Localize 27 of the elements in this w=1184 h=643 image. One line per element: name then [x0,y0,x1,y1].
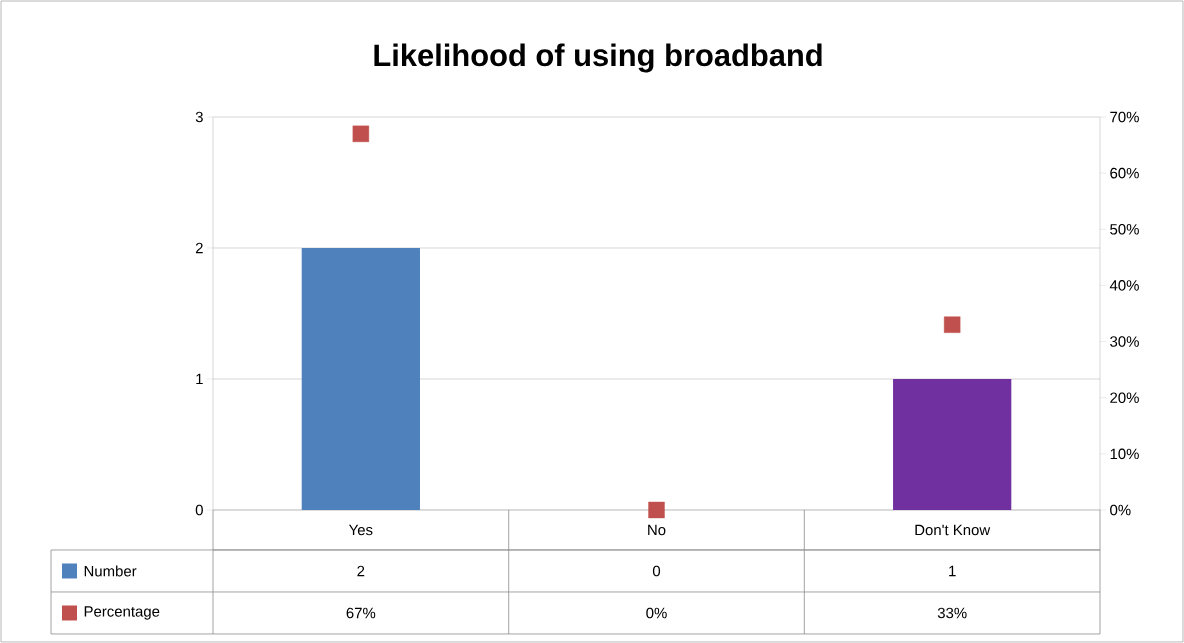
x-tick-label: Don't Know [915,524,991,536]
y2-tick-label: 20% [1110,392,1139,403]
y2-tick-label: 10% [1110,448,1139,460]
y2-tick-label: 0% [1110,504,1131,516]
x-tick-label: No [648,524,666,536]
data-label: 33% [937,607,967,619]
y-tick-label: 0 [195,504,203,516]
y2-tick-label: 40% [1109,280,1139,291]
y2-tick-label: 70% [1110,111,1139,123]
chart-title: Likelihood of using broadband [374,43,822,73]
y-tick-label: 1 [196,373,203,385]
y2-tick-label: 50% [1110,223,1139,235]
data-label: 0 [652,565,661,577]
legend-label: Percentage [84,606,160,620]
y2-tick-label: 30% [1110,336,1139,347]
point [648,501,665,519]
legend-label: Number [84,565,137,577]
y2-tick-label: 60% [1110,167,1139,179]
data-label: 67% [346,607,376,619]
point [352,125,370,143]
y-tick-label: 3 [195,111,203,123]
y-tick-label: 2 [195,242,203,254]
data-label: 2 [357,565,365,577]
data-label: 0% [646,607,667,619]
point [943,316,961,333]
data-label: 1 [949,565,956,577]
x-tick-label: Yes [348,524,373,536]
